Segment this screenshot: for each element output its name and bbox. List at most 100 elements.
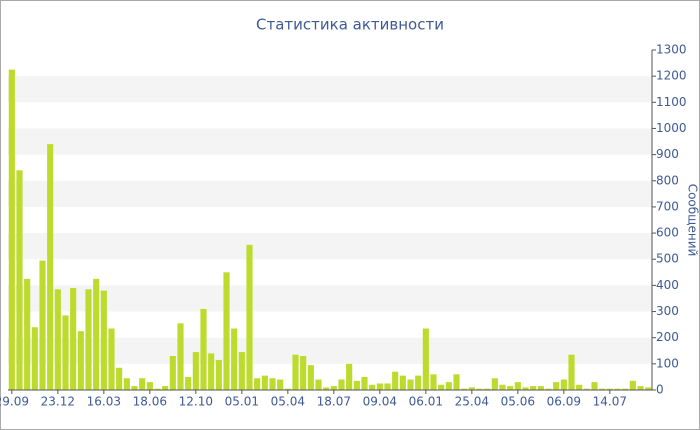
bar — [292, 354, 299, 390]
bar — [453, 374, 460, 390]
bar — [499, 384, 506, 390]
bar — [361, 376, 368, 390]
bar — [430, 374, 437, 390]
bar — [300, 356, 307, 390]
x-tick-label: 09.04 — [363, 395, 397, 409]
y-tick-label: 1000 — [656, 121, 687, 135]
bar — [16, 170, 23, 390]
bar — [468, 387, 475, 390]
x-tick-label: 06.09 — [547, 395, 581, 409]
bar — [77, 331, 84, 390]
bar — [177, 323, 184, 390]
y-tick-label: 1200 — [656, 69, 687, 83]
x-tick-label: 05.01 — [225, 395, 259, 409]
x-tick-label: 25.04 — [455, 395, 489, 409]
y-tick-label: 400 — [656, 278, 679, 292]
bar — [284, 388, 291, 390]
bar — [346, 363, 353, 390]
x-tick-label: 12.10 — [179, 395, 213, 409]
bar — [162, 386, 169, 390]
bar — [392, 371, 399, 390]
bar — [568, 354, 575, 390]
bar — [583, 388, 590, 390]
y-tick-label: 0 — [656, 383, 664, 397]
bar — [522, 387, 529, 390]
bar — [131, 386, 138, 390]
bar — [530, 386, 537, 390]
bar — [70, 288, 77, 390]
y-tick-label: 300 — [656, 304, 679, 318]
bar — [553, 382, 560, 390]
bar — [231, 328, 238, 390]
bar — [545, 388, 552, 390]
x-tick-label: 05.04 — [271, 395, 305, 409]
bar — [399, 375, 406, 390]
bar — [277, 379, 284, 390]
grid-band — [8, 337, 652, 364]
bar — [208, 353, 215, 390]
bar — [422, 328, 429, 390]
bar — [123, 378, 130, 390]
grid-band — [8, 76, 652, 103]
x-tick-label: 18.06 — [133, 395, 167, 409]
x-tick-label: 18.07 — [317, 395, 351, 409]
grid-band — [8, 233, 652, 260]
bar — [560, 379, 567, 390]
bar — [376, 383, 383, 390]
bar — [645, 387, 652, 390]
bar — [629, 380, 636, 390]
y-tick-label: 1100 — [656, 95, 687, 109]
bar — [384, 383, 391, 390]
bar — [461, 388, 468, 390]
bar — [622, 388, 629, 390]
bar — [576, 384, 583, 390]
bar — [323, 387, 330, 390]
bar — [445, 382, 452, 390]
bar — [269, 378, 276, 390]
bar — [637, 386, 644, 390]
bar — [415, 375, 422, 390]
y-tick-label: 800 — [656, 173, 679, 187]
bar — [537, 386, 544, 390]
bar — [261, 375, 268, 390]
bar — [369, 384, 376, 390]
bar — [169, 356, 176, 390]
y-tick-label: 500 — [656, 252, 679, 266]
x-tick-label: 14.07 — [593, 395, 627, 409]
bar — [591, 382, 598, 390]
x-tick-label: 06.01 — [409, 395, 443, 409]
grid-band — [8, 128, 652, 155]
bar — [246, 244, 253, 390]
bar — [238, 352, 245, 390]
y-tick-label: 600 — [656, 226, 679, 240]
bar — [315, 379, 322, 390]
x-tick-label: 05.06 — [501, 395, 535, 409]
bar — [507, 386, 514, 390]
y-tick-label: 100 — [656, 356, 679, 370]
bar — [307, 365, 314, 390]
bar — [599, 388, 606, 390]
bar — [139, 378, 146, 390]
bar — [614, 388, 621, 390]
bar — [200, 308, 207, 390]
bar — [154, 388, 161, 390]
y-tick-label: 1300 — [656, 43, 687, 57]
bar — [85, 289, 92, 390]
bar — [24, 278, 31, 390]
bar — [185, 376, 192, 390]
bar — [330, 386, 337, 390]
y-axis-title: Сообщений — [686, 184, 700, 257]
bar — [484, 388, 491, 390]
bar — [47, 144, 54, 390]
bar — [8, 69, 15, 390]
bar — [338, 379, 345, 390]
bar — [93, 278, 100, 390]
chart-title: Статистика активности — [256, 16, 444, 34]
bar — [407, 379, 414, 390]
bar — [606, 388, 613, 390]
grid-band — [8, 285, 652, 312]
bar — [116, 367, 123, 390]
bar — [514, 382, 521, 390]
bar — [192, 352, 199, 390]
